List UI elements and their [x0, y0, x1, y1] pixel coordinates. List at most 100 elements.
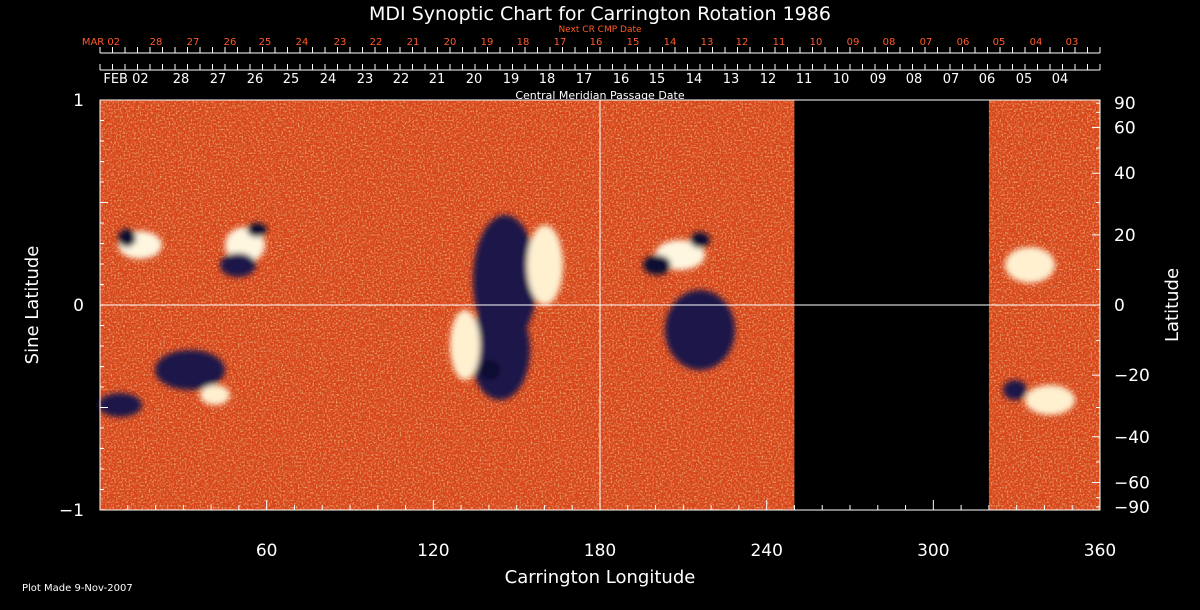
cmp-date: 25	[283, 72, 300, 87]
cmp-date: 10	[833, 72, 850, 87]
next-cr-date: 12	[736, 37, 749, 48]
next-cr-date: 06	[957, 37, 970, 48]
next-cr-date: 14	[664, 37, 677, 48]
cmp-date: FEB 02	[103, 72, 148, 87]
next-cr-date: 17	[554, 37, 567, 48]
cmp-date: 28	[173, 72, 190, 87]
cmp-date: 21	[429, 72, 446, 87]
cmp-date: 14	[686, 72, 703, 87]
x-axis-label: Carrington Longitude	[505, 567, 696, 588]
cmp-date: 15	[649, 72, 666, 87]
region-negative	[643, 255, 671, 275]
y-axis-right-label: Latitude	[1162, 268, 1183, 342]
next-cr-date: 16	[590, 37, 603, 48]
next-cr-date: 18	[517, 37, 530, 48]
next-cr-date-axis: MAR 02 28 27 26 25 24 23 22 21 20 19 18 17 16 15 14 13 12…	[82, 37, 1101, 54]
next-cr-date: 08	[883, 37, 896, 48]
cmp-date: 07	[943, 72, 960, 87]
y-left-tick-label: 1	[73, 91, 84, 111]
region-positive	[450, 310, 480, 380]
cmp-date: 19	[503, 72, 520, 87]
next-cr-date: 24	[296, 37, 309, 48]
region-negative	[98, 393, 142, 417]
cmp-date: 11	[796, 72, 813, 87]
region-negative	[220, 253, 256, 277]
cmp-date: 18	[539, 72, 556, 87]
cmp-date: 06	[979, 72, 996, 87]
region-negative	[247, 223, 267, 237]
next-cr-date: 11	[773, 37, 786, 48]
top-axis-label: Central Meridian Passage Date	[515, 89, 684, 102]
next-cr-date: 13	[701, 37, 714, 48]
y-right-tick-label: 40	[1114, 164, 1136, 184]
next-cr-date: MAR 02	[82, 37, 120, 48]
next-cr-date: 07	[920, 37, 933, 48]
next-cr-date: 09	[847, 37, 860, 48]
y-right-tick-label: −60	[1114, 474, 1150, 494]
y-right-tick-label: −40	[1114, 428, 1150, 448]
y-axis-left-label: Sine Latitude	[22, 246, 43, 365]
next-cr-date: 10	[810, 37, 823, 48]
y-left-tick-label: 0	[73, 296, 84, 316]
cmp-date: 09	[870, 72, 887, 87]
next-cr-date: 22	[370, 37, 383, 48]
y-left-tick-label: −1	[59, 501, 84, 521]
x-tick-label: 120	[417, 541, 449, 561]
y-right-tick-label: 90	[1114, 94, 1136, 114]
cmp-date: 20	[466, 72, 483, 87]
region-positive	[527, 225, 563, 305]
y-right-tick-label: −90	[1114, 498, 1150, 518]
y-right-tick-label: 0	[1114, 296, 1125, 316]
chart-title: MDI Synoptic Chart for Carrington Rotati…	[369, 3, 831, 25]
region-negative	[480, 360, 500, 380]
cmp-date: 05	[1016, 72, 1033, 87]
plot-made-note: Plot Made 9-Nov-2007	[22, 583, 133, 594]
region-negative	[690, 232, 710, 248]
cmp-date-axis: FEB 02 28 27 26 25 24 23 22 21 20 19 18 17 16 15 14 13 12…	[99, 64, 1101, 87]
region-negative	[118, 229, 136, 247]
y-right-tick-label: 60	[1114, 118, 1136, 138]
y-right-tick-label: −20	[1114, 366, 1150, 386]
region-negative	[155, 350, 225, 390]
region-negative	[1003, 380, 1027, 400]
next-cr-date: 21	[407, 37, 420, 48]
cmp-date: 13	[723, 72, 740, 87]
next-cr-date: 28	[150, 37, 163, 48]
cmp-date: 08	[906, 72, 923, 87]
x-axis: 60 120 180 240 300 360	[127, 500, 1116, 561]
cmp-date: 23	[357, 72, 374, 87]
region-negative	[665, 290, 735, 370]
cmp-date: 27	[210, 72, 227, 87]
cmp-date: 26	[247, 72, 264, 87]
next-cr-date: 25	[259, 37, 272, 48]
plot-area	[98, 99, 1101, 511]
cmp-date: 24	[320, 72, 337, 87]
next-cr-date: 15	[627, 37, 640, 48]
y-axis-left: 1 0 −1	[59, 91, 108, 521]
region-positive	[1005, 247, 1055, 283]
y-axis-right: 90 60 40 20 0 −20 −40 −60 −90	[1092, 94, 1150, 518]
x-tick-label: 360	[1084, 541, 1116, 561]
next-cr-date: 26	[224, 37, 237, 48]
next-cr-label: Next CR CMP Date	[558, 25, 642, 35]
next-cr-date: 19	[481, 37, 494, 48]
x-tick-label: 180	[584, 541, 616, 561]
region-positive	[1025, 385, 1075, 415]
cmp-date: 17	[576, 72, 593, 87]
next-cr-date: 27	[187, 37, 200, 48]
y-right-tick-label: 20	[1114, 226, 1136, 246]
active-regions	[98, 215, 1075, 417]
next-cr-date: 05	[993, 37, 1006, 48]
next-cr-date: 23	[334, 37, 347, 48]
x-tick-label: 60	[256, 541, 278, 561]
cmp-date: 12	[760, 72, 777, 87]
cmp-date: 22	[393, 72, 410, 87]
region-positive	[200, 385, 230, 405]
cmp-date: 04	[1052, 72, 1069, 87]
next-cr-date: 04	[1030, 37, 1043, 48]
x-tick-label: 300	[917, 541, 949, 561]
next-cr-date: 20	[444, 37, 457, 48]
next-cr-date: 03	[1066, 37, 1079, 48]
cmp-date: 16	[613, 72, 630, 87]
